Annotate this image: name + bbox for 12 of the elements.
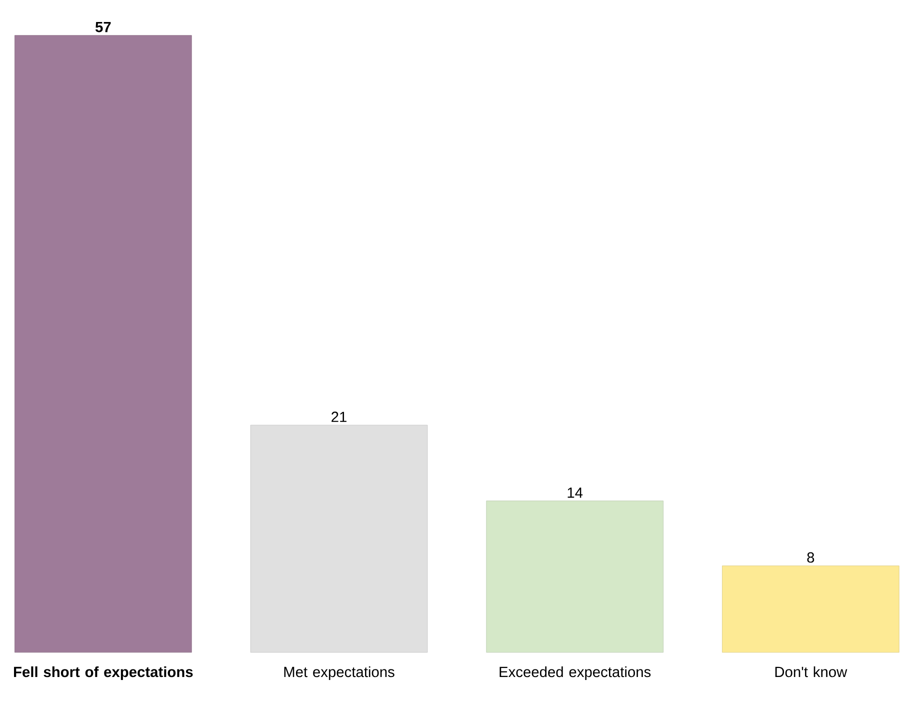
data-label: 8: [807, 552, 814, 563]
data-label: 21: [332, 412, 346, 422]
x-tick-label: Don't know: [775, 666, 848, 678]
x-tick-label: Exceeded expectations: [500, 666, 651, 680]
bar: [722, 566, 900, 653]
bar: [250, 424, 428, 653]
data-label: 57: [95, 22, 111, 32]
bar: [14, 35, 192, 653]
x-tick-label: Met expectations: [284, 666, 394, 680]
x-tick-label: Fell short of expectations: [14, 666, 193, 680]
data-label: 14: [568, 488, 583, 498]
bar: [486, 500, 664, 653]
